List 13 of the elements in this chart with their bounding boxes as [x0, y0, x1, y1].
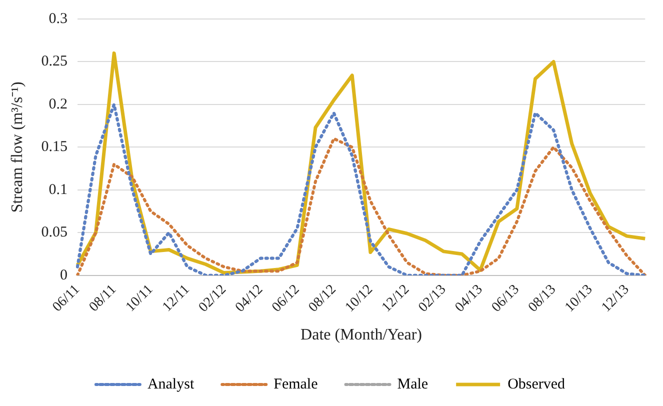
y-tick-label: 0.2	[48, 96, 68, 112]
y-tick-label: 0.05	[41, 224, 68, 241]
x-axis-title: Date (Month/Year)	[300, 326, 422, 344]
y-tick-label: 0	[60, 267, 68, 284]
y-tick-label: 0.1	[48, 182, 68, 198]
legend-label: Observed	[508, 376, 566, 392]
legend-label: Analyst	[147, 376, 195, 392]
legend-label: Male	[397, 376, 428, 392]
y-axis-title: Stream flow (m³/s⁻¹)	[8, 82, 26, 213]
legend-label: Female	[274, 376, 318, 392]
y-tick-label: 0.3	[48, 10, 68, 27]
y-tick-label: 0.25	[41, 54, 68, 70]
y-tick-label: 0.15	[41, 139, 68, 156]
